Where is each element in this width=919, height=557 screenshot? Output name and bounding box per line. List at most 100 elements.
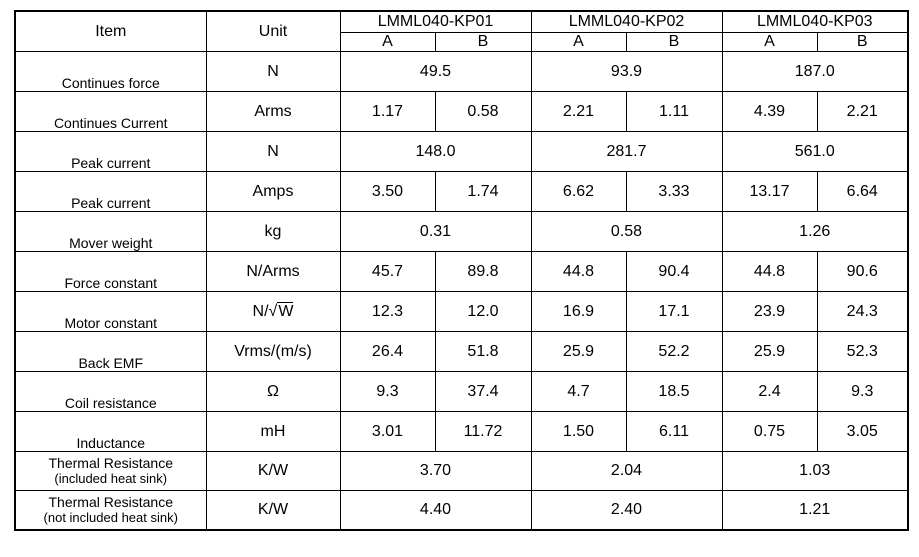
item-header: Item <box>14 10 207 52</box>
row-unit: K/W <box>205 451 341 491</box>
thermal-item-subtitle: (included heat sink) <box>54 471 168 486</box>
value-cell: 6.64 <box>816 171 909 212</box>
model-header-kp03: LMML040-KP03 <box>721 10 909 33</box>
value-cell: 1.26 <box>721 211 909 252</box>
value-cell: 6.62 <box>530 171 627 212</box>
value-cell: 23.9 <box>721 291 818 332</box>
value-cell: 2.40 <box>530 490 723 531</box>
value-cell: 0.58 <box>434 91 532 132</box>
value-cell: 3.05 <box>816 411 909 452</box>
value-cell: 2.21 <box>530 91 627 132</box>
table-row: Continues Current Arms 1.17 0.58 2.21 1.11 4.3… <box>14 91 909 132</box>
value-cell: 3.50 <box>339 171 436 212</box>
table-row: Inductance mH 3.01 11.72 1.50 6.11 0.75 3.05 <box>14 411 909 452</box>
value-cell: 3.33 <box>625 171 723 212</box>
row-item-label: Continues force <box>14 51 207 92</box>
row-item-label: Force constant <box>14 251 207 292</box>
value-cell: 2.4 <box>721 371 818 412</box>
row-unit: Ω <box>205 371 341 412</box>
table-row: Back EMF Vrms/(m/s) 26.4 51.8 25.9 52.2 25.9 52… <box>14 331 909 372</box>
value-cell: 1.17 <box>339 91 436 132</box>
value-cell: 26.4 <box>339 331 436 372</box>
value-cell: 93.9 <box>530 51 723 92</box>
value-cell: 3.01 <box>339 411 436 452</box>
value-cell: 37.4 <box>434 371 532 412</box>
value-cell: 12.3 <box>339 291 436 332</box>
value-cell: 12.0 <box>434 291 532 332</box>
value-cell: 0.31 <box>339 211 532 252</box>
row-item-label: Mover weight <box>14 211 207 252</box>
variant-header: A <box>530 32 627 52</box>
value-cell: 4.40 <box>339 490 532 531</box>
value-cell: 44.8 <box>721 251 818 292</box>
value-cell: 2.04 <box>530 451 723 491</box>
value-cell: 16.9 <box>530 291 627 332</box>
row-unit: N <box>205 51 341 92</box>
model-header-kp02: LMML040-KP02 <box>530 10 723 33</box>
value-cell: 49.5 <box>339 51 532 92</box>
value-cell: 25.9 <box>721 331 818 372</box>
value-cell: 89.8 <box>434 251 532 292</box>
row-item-label: Peak current <box>14 171 207 212</box>
value-cell: 1.11 <box>625 91 723 132</box>
unit-prefix: N/ <box>252 302 269 320</box>
value-cell: 3.70 <box>339 451 532 491</box>
row-unit: N <box>205 131 341 172</box>
row-unit: Arms <box>205 91 341 132</box>
unit-header: Unit <box>205 10 341 52</box>
row-unit: N/Arms <box>205 251 341 292</box>
value-cell: 25.9 <box>530 331 627 372</box>
model-header-kp01: LMML040-KP01 <box>339 10 532 33</box>
variant-header: A <box>339 32 436 52</box>
row-unit: K/W <box>205 490 341 531</box>
value-cell: 45.7 <box>339 251 436 292</box>
table-row: Coil resistance Ω 9.3 37.4 4.7 18.5 2.4 9.3 <box>14 371 909 412</box>
row-item-label: Continues Current <box>14 91 207 132</box>
value-cell: 13.17 <box>721 171 818 212</box>
variant-header: B <box>625 32 723 52</box>
thermal-item-title: Thermal Resistance <box>48 455 174 471</box>
variant-header: B <box>816 32 909 52</box>
value-cell: 52.2 <box>625 331 723 372</box>
value-cell: 2.21 <box>816 91 909 132</box>
value-cell: 44.8 <box>530 251 627 292</box>
value-cell: 11.72 <box>434 411 532 452</box>
value-cell: 52.3 <box>816 331 909 372</box>
value-cell: 9.3 <box>816 371 909 412</box>
table-row: Continues force N 49.5 93.9 187.0 <box>14 51 909 92</box>
row-item-label: Thermal Resistance (included heat sink) <box>14 451 207 491</box>
table-row: Thermal Resistance (not included heat sin… <box>14 490 909 531</box>
row-item-label: Coil resistance <box>14 371 207 412</box>
unit-root: W <box>277 301 294 320</box>
value-cell: 4.39 <box>721 91 818 132</box>
value-cell: 148.0 <box>339 131 532 172</box>
value-cell: 24.3 <box>816 291 909 332</box>
value-cell: 1.03 <box>721 451 909 491</box>
variant-header: B <box>434 32 532 52</box>
table-row: Force constant N/Arms 45.7 89.8 44.8 90.4 44.8… <box>14 251 909 292</box>
row-unit: kg <box>205 211 341 252</box>
variant-header: A <box>721 32 818 52</box>
value-cell: 90.4 <box>625 251 723 292</box>
value-cell: 1.74 <box>434 171 532 212</box>
row-unit: mH <box>205 411 341 452</box>
value-cell: 0.75 <box>721 411 818 452</box>
value-cell: 17.1 <box>625 291 723 332</box>
value-cell: 187.0 <box>721 51 909 92</box>
row-item-label: Back EMF <box>14 331 207 372</box>
row-item-label: Inductance <box>14 411 207 452</box>
row-item-label: Motor constant <box>14 291 207 332</box>
value-cell: 6.11 <box>625 411 723 452</box>
value-cell: 9.3 <box>339 371 436 412</box>
table-row: Motor constant N/√W 12.3 12.0 16.9 17.1 23.9 24… <box>14 291 909 332</box>
spec-table: Item Unit LMML040-KP01 LMML040-KP02 LMML… <box>14 10 909 531</box>
value-cell: 18.5 <box>625 371 723 412</box>
value-cell: 90.6 <box>816 251 909 292</box>
value-cell: 281.7 <box>530 131 723 172</box>
value-cell: 51.8 <box>434 331 532 372</box>
table-row: Thermal Resistance (included heat sink) K/… <box>14 451 909 491</box>
table-row: Peak current N 148.0 281.7 561.0 <box>14 131 909 172</box>
row-unit: Amps <box>205 171 341 212</box>
value-cell: 1.50 <box>530 411 627 452</box>
header-row-models: Item Unit LMML040-KP01 LMML040-KP02 LMML… <box>14 10 909 52</box>
